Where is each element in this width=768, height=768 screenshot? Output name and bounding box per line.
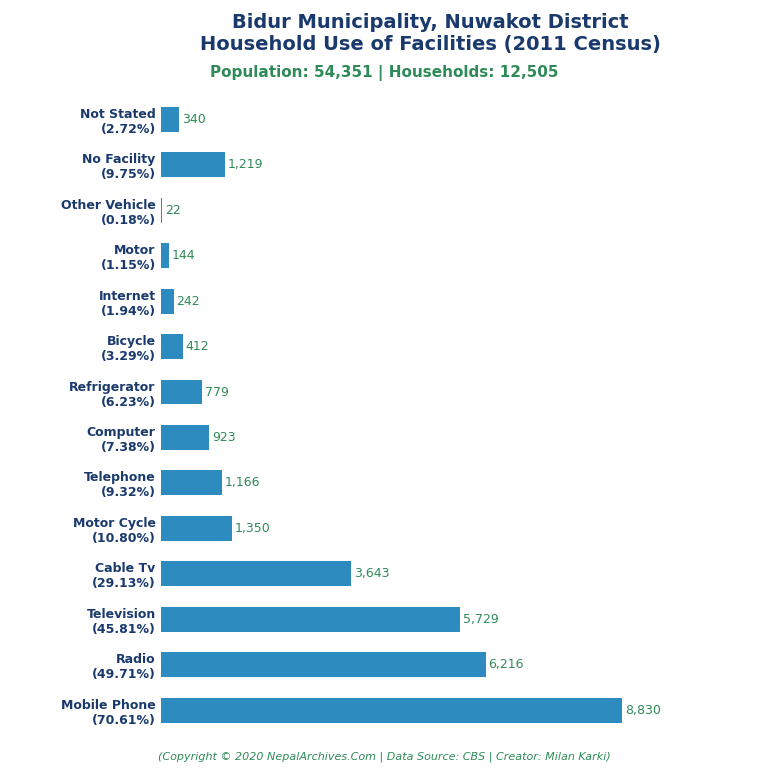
Bar — [161, 652, 485, 677]
Text: 923: 923 — [212, 431, 236, 444]
Text: 3,643: 3,643 — [354, 568, 389, 581]
Bar — [161, 289, 174, 313]
Text: (Copyright © 2020 NepalArchives.Com | Data Source: CBS | Creator: Milan Karki): (Copyright © 2020 NepalArchives.Com | Da… — [157, 751, 611, 762]
Bar — [161, 198, 162, 223]
Bar — [161, 107, 179, 132]
Bar — [161, 697, 622, 723]
Text: 1,219: 1,219 — [227, 158, 263, 171]
Bar — [161, 243, 169, 268]
Bar — [161, 152, 225, 177]
Bar — [161, 607, 460, 631]
Text: 1,350: 1,350 — [234, 521, 270, 535]
Bar — [161, 425, 210, 450]
Text: 1,166: 1,166 — [225, 476, 260, 489]
Text: 242: 242 — [177, 295, 200, 308]
Bar — [161, 470, 222, 495]
Text: 22: 22 — [165, 204, 180, 217]
Text: 779: 779 — [204, 386, 228, 399]
Text: 412: 412 — [185, 340, 209, 353]
Text: 6,216: 6,216 — [488, 658, 524, 671]
Bar — [161, 334, 183, 359]
Text: 144: 144 — [171, 249, 195, 262]
Bar — [161, 516, 232, 541]
Text: 340: 340 — [182, 113, 205, 126]
Text: Population: 54,351 | Households: 12,505: Population: 54,351 | Households: 12,505 — [210, 65, 558, 81]
Text: 5,729: 5,729 — [463, 613, 498, 626]
Bar — [161, 379, 202, 405]
Text: 8,830: 8,830 — [624, 703, 660, 717]
Bar — [161, 561, 352, 586]
Title: Bidur Municipality, Nuwakot District
Household Use of Facilities (2011 Census): Bidur Municipality, Nuwakot District Hou… — [200, 14, 660, 55]
